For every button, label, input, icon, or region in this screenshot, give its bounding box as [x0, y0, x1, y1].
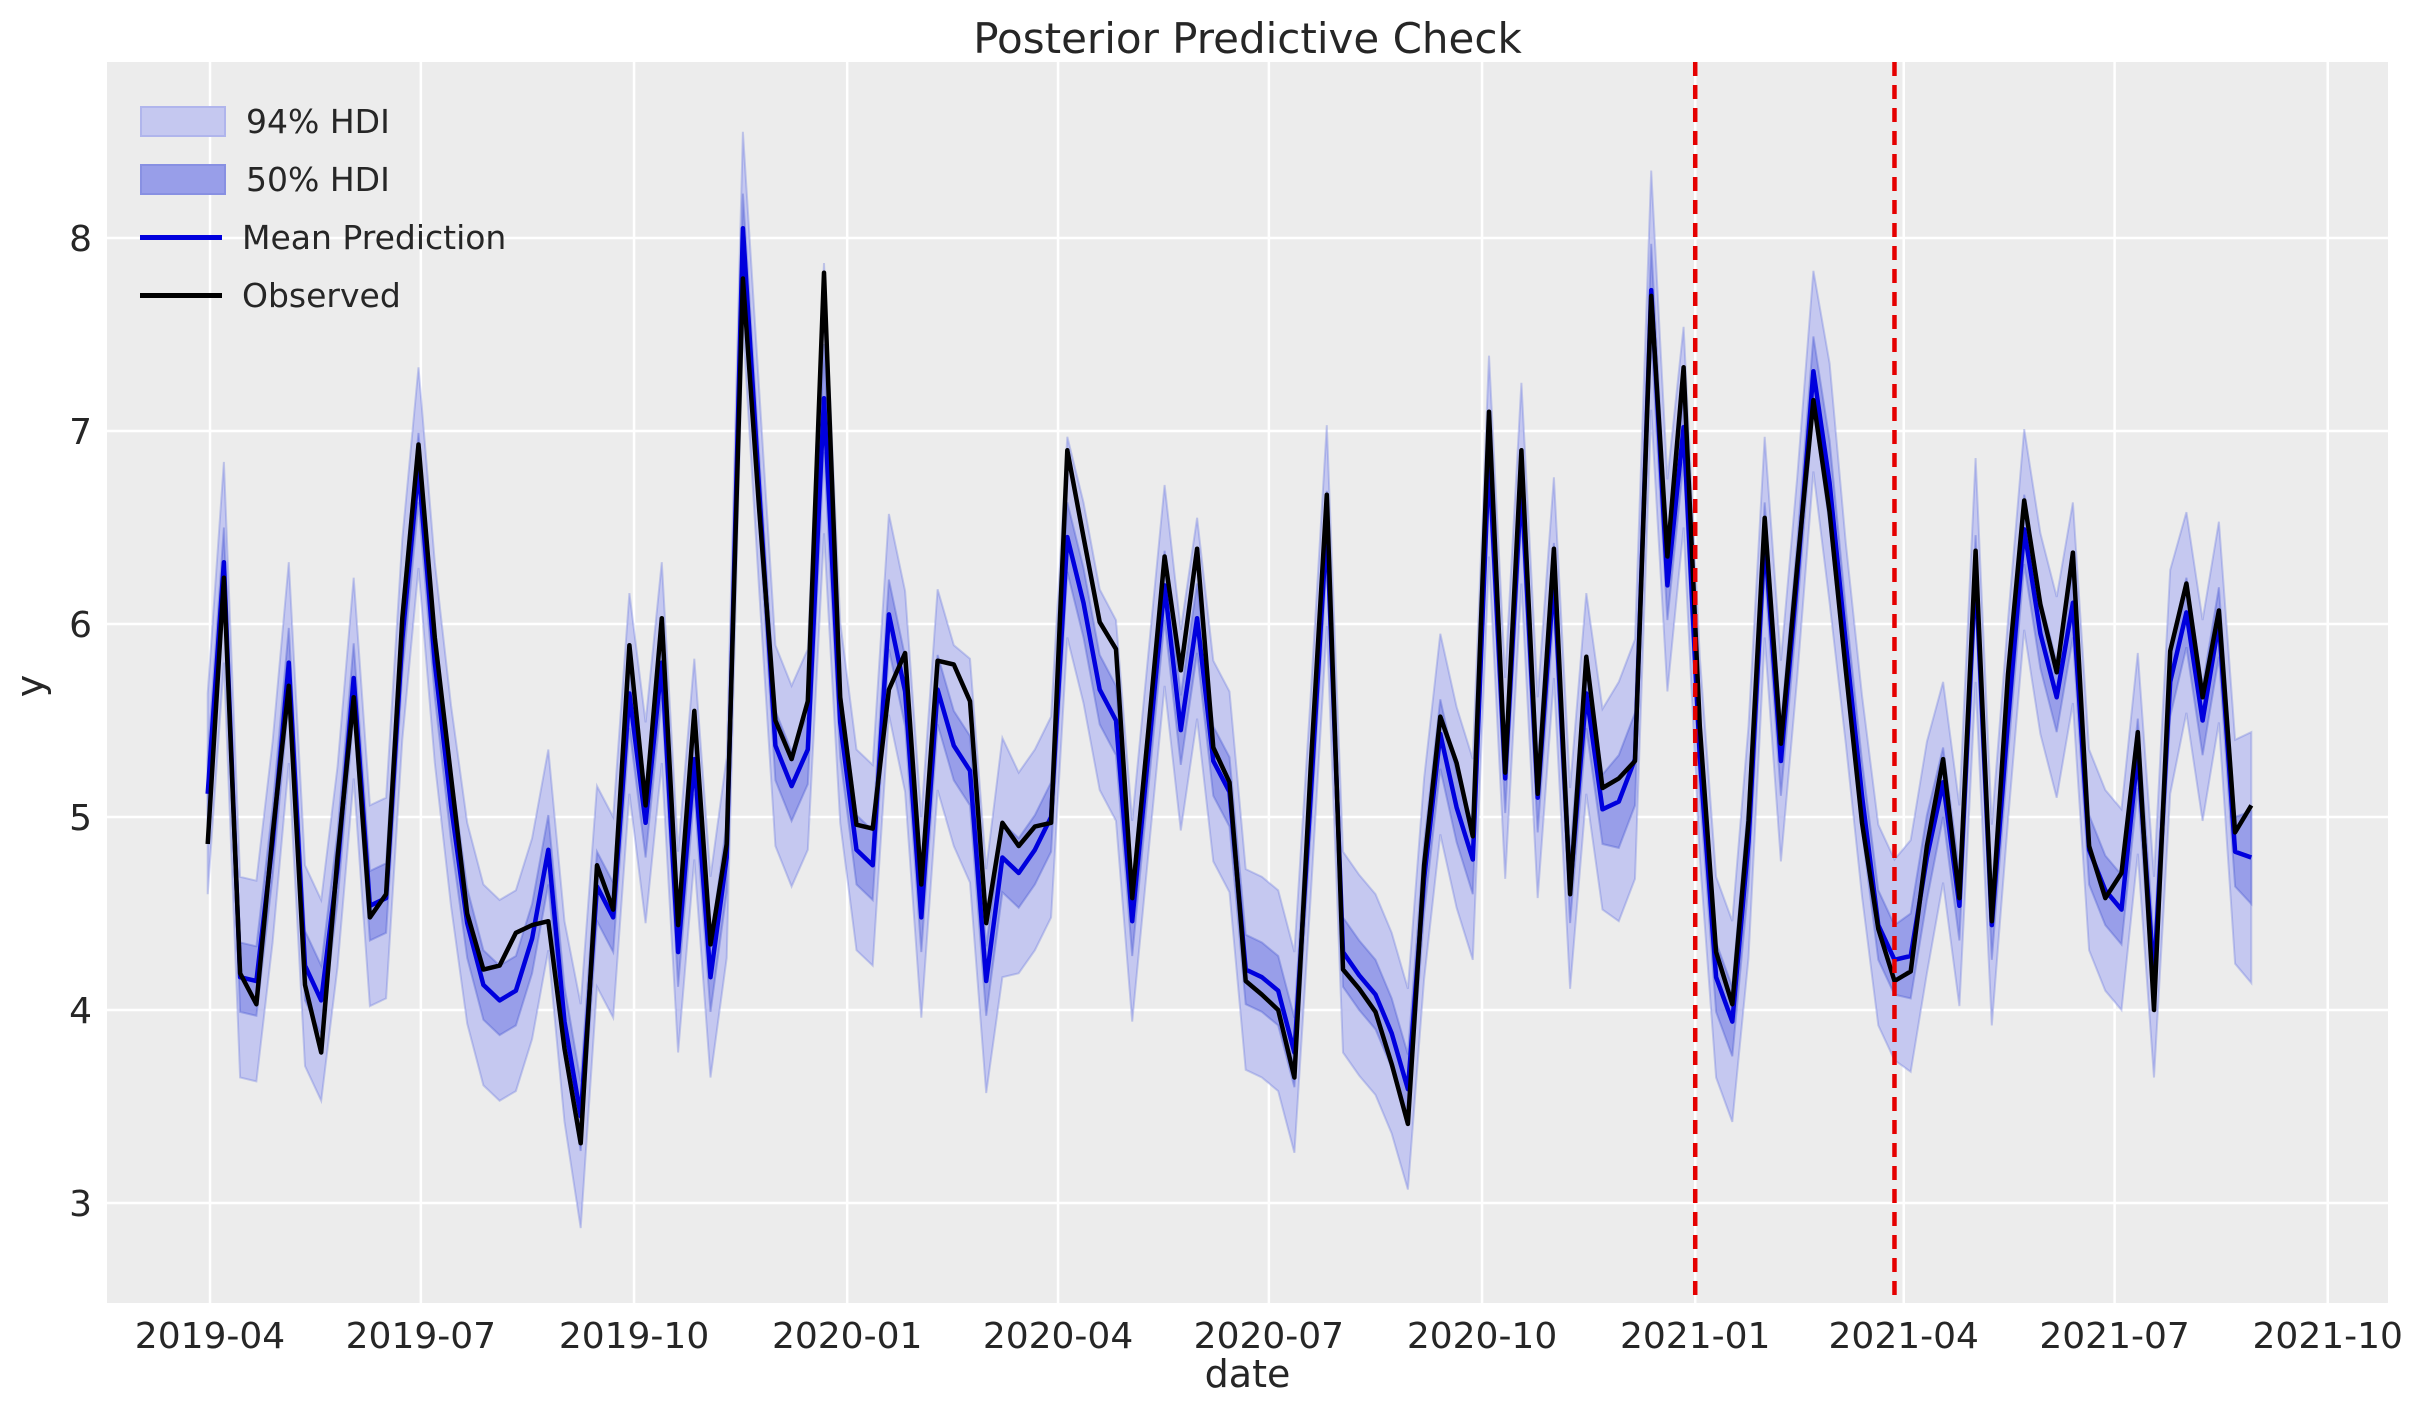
x-tick-label: 2021-07 — [2039, 1316, 2189, 1357]
y-tick-label: 5 — [69, 798, 92, 839]
y-tick-labels: 3 4 5 6 7 8 — [69, 219, 92, 1225]
legend-item-hdi94: 94% HDI — [140, 92, 506, 150]
hdi50-swatch — [140, 163, 226, 195]
chart-title: Posterior Predictive Check — [973, 14, 1522, 63]
legend-item-mean: Mean Prediction — [140, 208, 506, 266]
data-lines — [205, 226, 2254, 1146]
gridlines — [107, 62, 2388, 1303]
y-axis-label: y — [8, 674, 52, 698]
legend-item-hdi50: 50% HDI — [140, 150, 506, 208]
x-tick-label: 2019-07 — [346, 1316, 496, 1357]
x-tick-label: 2021-04 — [1829, 1316, 1979, 1357]
observed-line-swatch — [140, 292, 222, 298]
legend-label: 94% HDI — [246, 101, 390, 141]
legend-label: 50% HDI — [246, 159, 390, 199]
observed-line — [205, 270, 2254, 1146]
y-tick-label: 7 — [69, 412, 92, 453]
x-tick-label: 2020-04 — [983, 1316, 1133, 1357]
mean-line-swatch — [140, 234, 222, 240]
x-tick-label: 2021-01 — [1620, 1316, 1770, 1357]
x-tick-label: 2020-07 — [1194, 1316, 1344, 1357]
x-axis-label: date — [1204, 1352, 1291, 1396]
x-tick-label: 2019-04 — [135, 1316, 285, 1357]
legend-item-observed: Observed — [140, 266, 506, 324]
y-tick-label: 6 — [69, 605, 92, 646]
x-tick-labels: 2019-04 2019-07 2019-10 2020-01 2020-04 2020-… — [135, 1316, 2403, 1357]
legend-label: Observed — [242, 275, 401, 315]
x-tick-label: 2019-10 — [559, 1316, 709, 1357]
y-tick-label: 4 — [69, 991, 92, 1032]
y-tick-label: 3 — [69, 1184, 92, 1225]
hdi94-swatch — [140, 105, 226, 137]
y-tick-label: 8 — [69, 219, 92, 260]
x-tick-label: 2021-10 — [2253, 1316, 2403, 1357]
legend-label: Mean Prediction — [242, 217, 507, 257]
legend: 94% HDI 50% HDI Mean Prediction Observed — [140, 92, 506, 324]
x-tick-label: 2020-10 — [1407, 1316, 1557, 1357]
x-tick-label: 2020-01 — [772, 1316, 922, 1357]
